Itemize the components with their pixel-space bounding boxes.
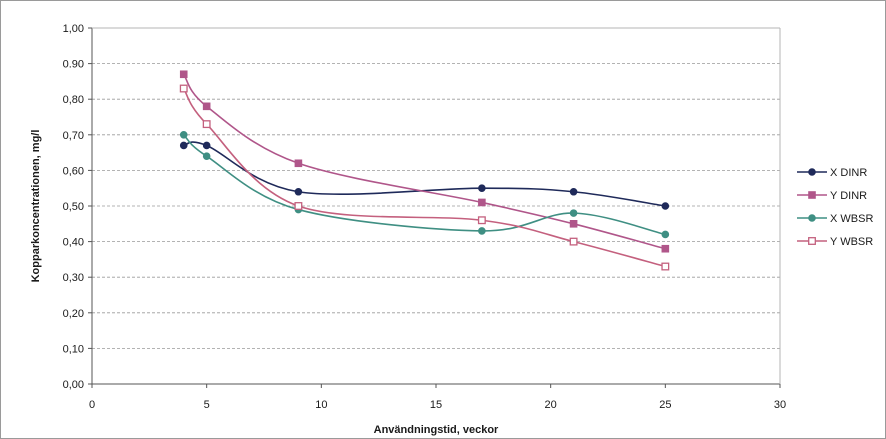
data-point (294, 202, 303, 210)
data-point (661, 262, 670, 271)
data-point (477, 216, 486, 225)
y-tick-label: 0,40 (63, 237, 84, 249)
data-point (179, 84, 188, 93)
y-tick-labels: 0,00 0,10 0,20 0,30 0,40 0,50 0,60 0,70 0,80 0.90… (63, 23, 84, 391)
x-tick-label: 0 (89, 399, 95, 411)
data-point (179, 141, 188, 150)
data-point (661, 244, 670, 253)
data-point (179, 131, 188, 139)
legend-item: Y DINR (797, 190, 867, 202)
data-point (294, 159, 303, 168)
y-tick-label: 0.90 (63, 59, 84, 71)
series-y-dinr (179, 70, 670, 253)
legend-label: X DINR (830, 167, 867, 179)
legend-item: Y WBSR (797, 236, 873, 248)
legend-item: X WBSR (797, 213, 873, 225)
legend-marker (808, 168, 816, 176)
series-y-wbsr (179, 84, 670, 271)
series-x-dinr (179, 141, 670, 210)
x-tick-label: 30 (774, 399, 786, 411)
y-tick-label: 0,00 (63, 379, 84, 391)
legend-label: Y DINR (830, 190, 867, 202)
y-tick-label: 0,60 (63, 165, 84, 177)
data-point (569, 237, 578, 246)
x-axis-title: Användningstid, veckor (374, 424, 499, 436)
legend-marker (808, 237, 816, 245)
legend: X DINR Y DINR X WBSR Y WBSR (797, 167, 873, 248)
data-point (202, 141, 211, 150)
data-point (202, 152, 211, 160)
y-tick-label: 0,80 (63, 94, 84, 106)
x-tick-label: 15 (430, 399, 442, 411)
legend-item: X DINR (797, 167, 867, 179)
data-point (202, 120, 211, 129)
data-point (294, 187, 303, 196)
data-point (661, 202, 670, 210)
legend-label: X WBSR (830, 213, 873, 225)
y-tick-label: 0,30 (63, 272, 84, 284)
data-point (179, 70, 188, 79)
y-tick-label: 1,00 (63, 23, 84, 35)
legend-marker (808, 214, 816, 222)
data-point (569, 187, 578, 196)
plot-area (92, 28, 780, 384)
legend-label: Y WBSR (830, 236, 873, 248)
y-tick-label: 0,10 (63, 343, 84, 355)
data-point (478, 198, 486, 207)
x-tick-label: 10 (315, 399, 327, 411)
data-point (478, 227, 486, 235)
y-axis-title: Kopparkoncentrationen, mg/l (30, 130, 42, 283)
y-tick-label: 0,50 (63, 201, 84, 213)
data-point (202, 102, 211, 111)
data-point (661, 230, 670, 239)
x-tick-label: 25 (659, 399, 671, 411)
x-tick-label: 5 (204, 399, 210, 411)
series-lines (179, 70, 670, 271)
x-tick-label: 20 (545, 399, 557, 411)
y-tick-label: 0,70 (63, 130, 84, 142)
x-tick-labels: 0 5 10 15 20 25 30 (89, 399, 786, 411)
data-point (569, 209, 578, 217)
data-point (569, 220, 578, 228)
axes (88, 27, 781, 388)
legend-marker (808, 191, 816, 199)
data-point (478, 184, 486, 192)
y-tick-label: 0,20 (63, 308, 84, 320)
